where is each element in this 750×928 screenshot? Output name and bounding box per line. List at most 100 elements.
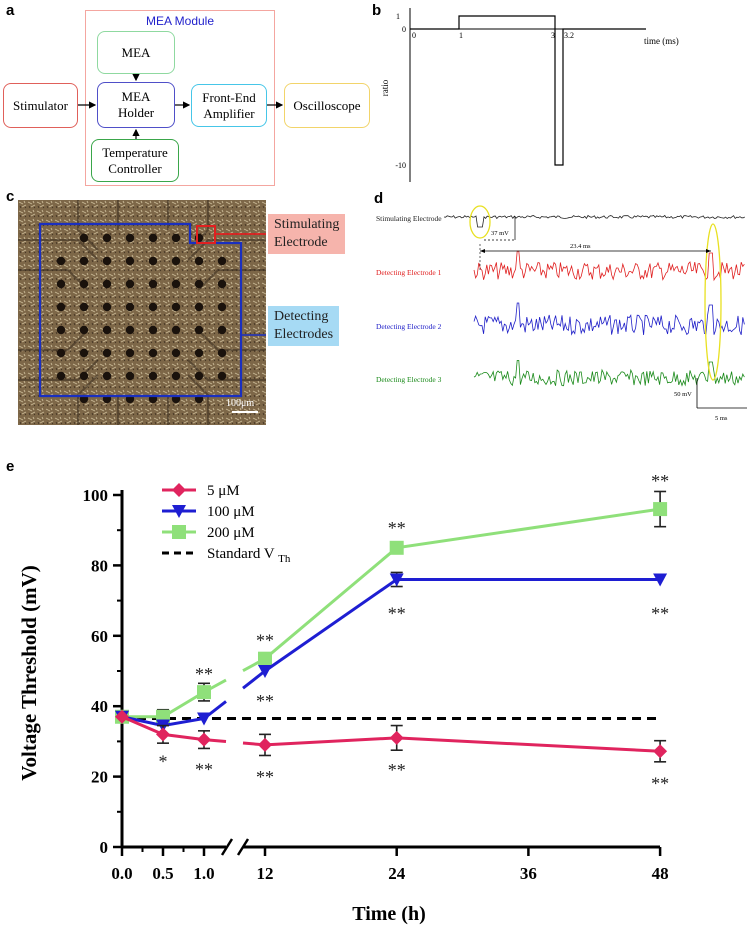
b-tick-x0: 0: [412, 31, 416, 40]
panel-b-waveform: 1 0 -10 0 1 3 3.2 time (ms) ratio: [380, 8, 679, 182]
electrode-dot: [102, 371, 112, 381]
significance-marker: **: [388, 760, 406, 780]
mea-micrograph: [18, 200, 266, 425]
electrode-dot: [148, 279, 158, 289]
electrode-dot: [217, 371, 227, 381]
significance-marker: **: [651, 773, 669, 793]
electrode-dot: [171, 233, 181, 243]
series-line: [122, 678, 227, 719]
legend-label: 100 μM: [207, 504, 255, 520]
detecting-electrodes-callout: Detecting Electrodes: [268, 306, 340, 346]
data-point-100um: [197, 712, 211, 726]
electrode-dot: [102, 256, 112, 266]
trace-label-det1: Detecting Electrode 1: [376, 268, 442, 277]
x-axis-title: Time (h): [352, 903, 426, 925]
stimulating-electrode-callout: Stimulating Electrode: [268, 214, 346, 254]
data-point-5um: [653, 744, 668, 759]
significance-marker: **: [388, 518, 406, 538]
electrode-dot: [102, 325, 112, 335]
data-point-200um: [258, 651, 272, 666]
electrode-dot: [194, 325, 204, 335]
series-line: [242, 577, 661, 690]
mea-micrograph-art: [18, 200, 266, 425]
y-tick-label: 20: [91, 768, 108, 787]
significance-marker: **: [256, 691, 274, 711]
electrode-dot: [171, 348, 181, 358]
electrode-dot: [171, 256, 181, 266]
y-tick-label: 80: [91, 556, 108, 575]
panel-letter-e: e: [6, 458, 15, 475]
electrode-dot: [102, 233, 112, 243]
b-tick-x32: 3.2: [564, 31, 574, 40]
electrode-dot: [79, 348, 89, 358]
oscilloscope-box: Oscilloscope: [284, 83, 370, 128]
electrode-dot: [125, 325, 135, 335]
electrode-dot: [148, 256, 158, 266]
electrode-dot: [217, 256, 227, 266]
b-tick-ym10: -10: [395, 161, 406, 170]
mea-module-frame: [85, 10, 275, 186]
significance-marker: **: [651, 471, 669, 491]
electrode-dot: [56, 256, 66, 266]
series-line: [242, 507, 661, 673]
electrode-dot: [79, 325, 89, 335]
significance-marker: **: [388, 603, 406, 623]
y-tick-label: 60: [91, 627, 108, 646]
b-tick-y0: 0: [402, 25, 406, 34]
electrode-dot: [217, 302, 227, 312]
data-point-100um: [172, 505, 186, 518]
electrode-dot: [56, 325, 66, 335]
front-end-amplifier-box: Front-End Amplifier: [191, 84, 267, 127]
mea-box: MEA: [97, 31, 175, 74]
scale-time-label: 5 ms: [715, 415, 728, 422]
significance-marker: **: [256, 767, 274, 787]
x-tick-label: 12: [257, 864, 274, 883]
electrode-dot: [217, 279, 227, 289]
data-point-100um: [389, 573, 404, 587]
electrode-dot: [79, 302, 89, 312]
data-point-100um: [653, 573, 668, 587]
latency-label: 23.4 ms: [570, 243, 591, 250]
panel-d-traces: Stimulating Electrode Detecting Electrod…: [376, 205, 747, 422]
electrode-dot: [56, 348, 66, 358]
electrode-dot: [79, 233, 89, 243]
significance-marker: **: [195, 664, 213, 684]
electrode-dot: [194, 348, 204, 358]
electrode-dot: [148, 302, 158, 312]
series-100m: [115, 571, 668, 733]
x-tick-label: 24: [388, 864, 406, 883]
mea-holder-box: MEA Holder: [97, 82, 175, 128]
electrode-dot: [102, 302, 112, 312]
series-line: [121, 700, 227, 728]
electrode-dot: [171, 279, 181, 289]
scale-bar-label: 100μm: [226, 398, 255, 409]
x-tick-label: 0.5: [152, 864, 173, 883]
data-point-5um: [115, 709, 129, 724]
electrode-dot: [217, 325, 227, 335]
electrode-dot: [125, 302, 135, 312]
legend-label: 200 μM: [207, 525, 255, 541]
trace-line: [473, 250, 745, 282]
data-point-200um: [197, 685, 211, 700]
axis-break: [220, 838, 234, 856]
electrode-dot: [171, 325, 181, 335]
electrode-dot: [148, 233, 158, 243]
trace-label-det3: Detecting Electrode 3: [376, 375, 442, 384]
electrode-dot: [125, 256, 135, 266]
electrode-dot: [148, 348, 158, 358]
x-tick-label: 1.0: [193, 864, 214, 883]
legend-label: 5 μM: [207, 483, 240, 499]
electrode-dot: [194, 279, 204, 289]
panel-letter-c: c: [6, 188, 15, 205]
electrode-dot: [56, 279, 66, 289]
trace-label-stim: Stimulating Electrode: [376, 214, 442, 223]
x-tick-label: 0.0: [111, 864, 132, 883]
scale-voltage-label: 50 mV: [674, 391, 692, 398]
data-point-200um: [653, 502, 668, 517]
significance-marker: **: [256, 631, 274, 651]
trace-line: [473, 302, 745, 336]
series-5m: [115, 709, 668, 763]
electrode-dot: [148, 371, 158, 381]
trace-line: [443, 214, 745, 228]
